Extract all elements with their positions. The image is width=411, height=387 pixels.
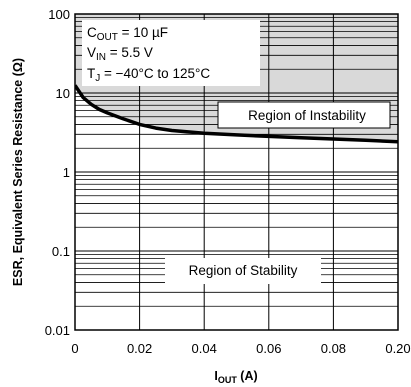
condition-vin: VIN = 5.5 V	[87, 45, 153, 63]
stability-label-box	[165, 258, 321, 284]
plot-frame	[74, 13, 399, 331]
x-tick-label: 0.08	[321, 341, 346, 356]
esr-boundary-line	[75, 84, 398, 144]
condition-tj: TJ = −40°C to 125°C	[87, 66, 210, 84]
x-tick-label: 0.20	[385, 341, 410, 356]
y-axis-label: ESR, Equivalent Series Resistance (Ω)	[11, 58, 25, 286]
region-stability-label: Region of Stability	[189, 263, 298, 278]
condition-cout: COUT = 10 µF	[87, 25, 168, 43]
x-tick-label: 0	[71, 341, 78, 356]
x-tick-label: 0.06	[256, 341, 281, 356]
conditions-box	[82, 20, 260, 86]
region-instability-label: Region of Instability	[248, 108, 366, 123]
y-tick-label: 0.01	[45, 323, 70, 338]
y-tick-label: 10	[56, 86, 70, 101]
x-tick-label: 0.04	[192, 341, 217, 356]
y-tick-label: 100	[48, 7, 70, 22]
x-tick-label: 0.02	[127, 341, 152, 356]
y-tick-label: 1	[63, 165, 70, 180]
x-axis-label: IOUT (A)	[214, 369, 257, 385]
instability-label-box	[217, 101, 391, 129]
y-tick-label: 0.1	[52, 244, 70, 259]
